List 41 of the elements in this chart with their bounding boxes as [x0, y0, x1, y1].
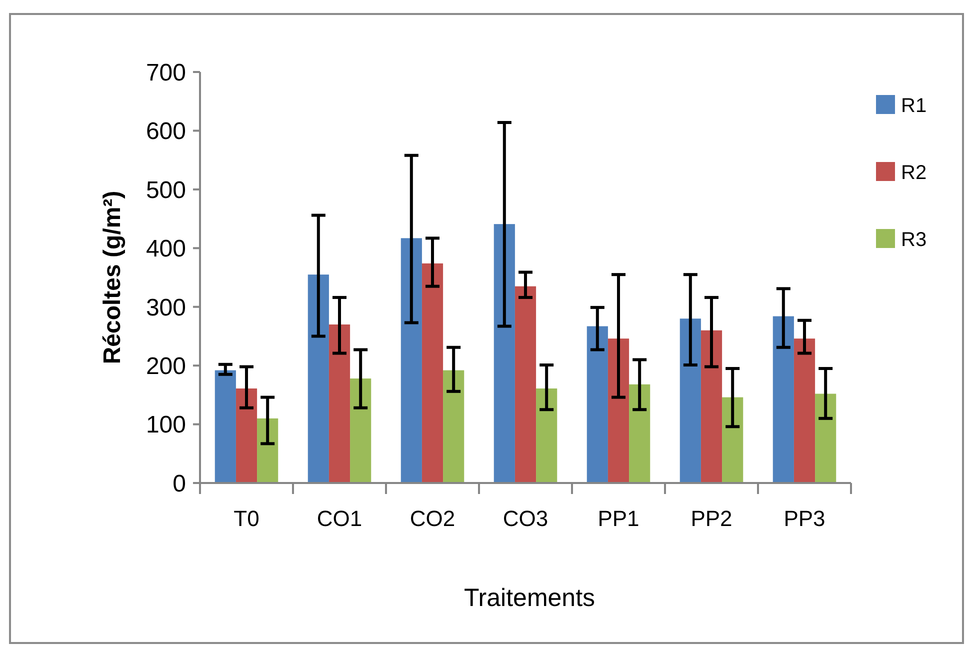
bar: [257, 418, 278, 483]
x-tick-label: CO3: [502, 506, 548, 531]
bar: [422, 263, 444, 483]
x-axis-title: Traitements: [464, 584, 596, 612]
bar: [536, 388, 558, 483]
bar: [308, 274, 329, 483]
legend-label: R2: [901, 162, 927, 184]
bar: [328, 324, 350, 483]
bar: [815, 394, 836, 483]
bar: [214, 370, 236, 483]
bar: [443, 370, 464, 483]
y-tick-label: 700: [146, 59, 186, 86]
bar: [350, 378, 372, 483]
bar: [400, 238, 422, 483]
legend-label: R1: [901, 95, 927, 117]
y-tick-label: 400: [146, 236, 186, 263]
bar: [586, 326, 608, 483]
y-tick-label: 300: [146, 294, 186, 322]
x-tick-label: PP1: [598, 506, 640, 531]
bar: [608, 338, 630, 483]
bar: [700, 330, 722, 483]
y-tick-label: 200: [146, 352, 186, 380]
y-tick-label: 600: [146, 118, 186, 146]
y-tick-label: 100: [146, 412, 186, 439]
y-axis-title: Récoltes (g/m²): [99, 190, 126, 364]
bar: [629, 384, 650, 483]
x-tick-label: CO2: [410, 506, 456, 531]
x-tick-label: PP3: [784, 506, 826, 531]
x-tick-label: T0: [234, 506, 260, 531]
bar: [514, 286, 536, 483]
x-tick-label: PP2: [690, 506, 732, 531]
x-tick-label: CO1: [316, 506, 362, 531]
y-tick-label: 500: [146, 176, 186, 204]
bar: [772, 316, 794, 483]
bar: [794, 338, 816, 483]
y-tick-label: 0: [172, 470, 186, 498]
bar: [680, 318, 701, 483]
bar: [722, 397, 744, 483]
bar: [494, 224, 515, 483]
legend-label: R3: [901, 229, 927, 251]
bar: [236, 388, 258, 483]
